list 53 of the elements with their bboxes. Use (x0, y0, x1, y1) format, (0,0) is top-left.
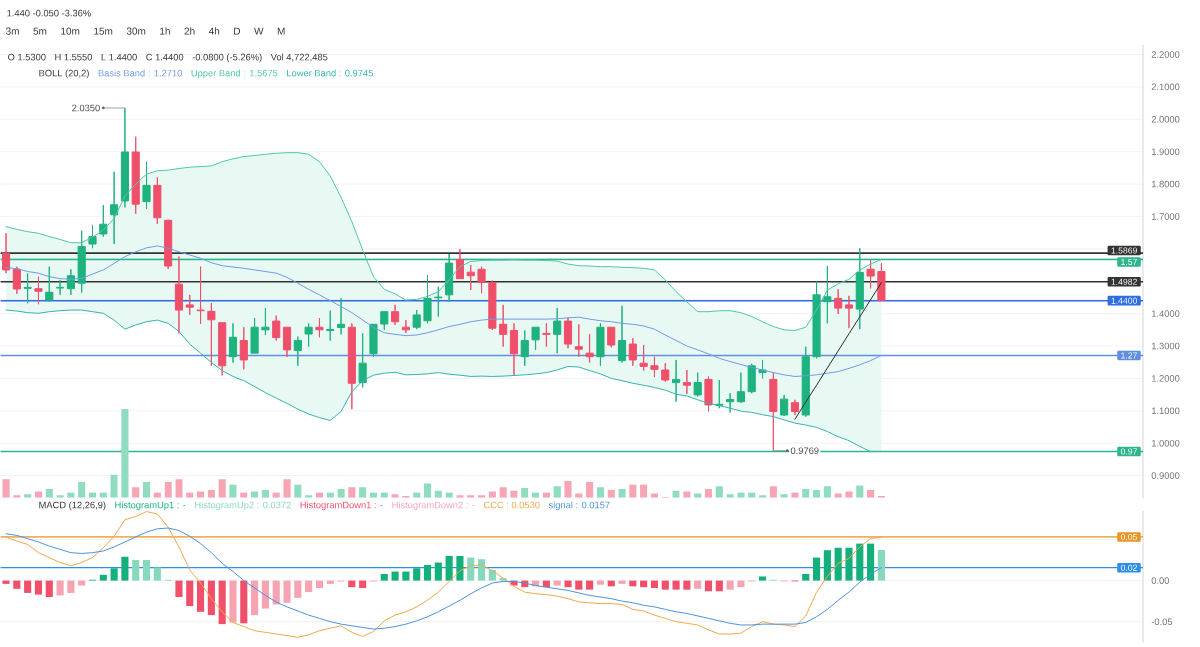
y-tick-label: 1.7000 (1151, 213, 1180, 220)
y-tick-label: 1.9000 (1151, 148, 1180, 156)
y-tick-label: 2.1000 (1151, 83, 1180, 91)
text: 15m (94, 27, 113, 35)
annotation: 0.9769 (790, 447, 819, 455)
text: Basis Band : 1.2710 (98, 69, 182, 77)
text: 3m (5, 27, 19, 35)
text: D (234, 27, 241, 35)
annotation: O 1.5300 (8, 53, 46, 61)
text: 30m (126, 27, 146, 35)
text: 5m (33, 27, 47, 35)
legend-title: BOLL (20,2) (39, 69, 89, 79)
annotation: -0.0800 (-5.26%) (192, 53, 262, 63)
annotation: 1.4400 (1111, 297, 1138, 304)
annotation: L 1.4400 (101, 53, 137, 61)
y-tick-label: 2.2000 (1151, 51, 1180, 58)
text: 4h (208, 27, 220, 35)
annotation: H 1.5550 (55, 53, 93, 61)
text: Upper Band : 1.5675 (191, 69, 278, 79)
y-tick-label: 1.0000 (1151, 439, 1180, 447)
annotation: 0.97 (1120, 448, 1137, 455)
text: HistogramDown2 : - (392, 501, 475, 511)
text: CCC : 0.0530 (483, 501, 540, 509)
text: 1.440 -0.050 -3.36% (7, 9, 91, 17)
text: M (277, 27, 285, 35)
y-tick-label: 2.0000 (1151, 116, 1180, 123)
annotation: Vol 4,722,485 (270, 53, 328, 62)
y-tick-label: 0.9000 (1151, 472, 1180, 479)
text: HistogramDown1 : - (300, 501, 383, 511)
y-tick-label: 1.8000 (1151, 180, 1180, 188)
y-tick-label: 1.3000 (1151, 342, 1180, 350)
y-tick-label: 0.00 (1151, 577, 1170, 584)
y-tick-label: 1.1000 (1151, 407, 1180, 415)
text: signal : 0.0157 (548, 501, 610, 511)
annotation: 1.5869 (1111, 247, 1138, 254)
text: HistogramUp2 : 0.0372 (195, 501, 291, 511)
annotation: 0.02 (1120, 564, 1137, 571)
annotation: 1.4982 (1111, 278, 1137, 285)
annotation: 0.05 (1120, 534, 1138, 541)
y-tick-label: 1.4000 (1151, 310, 1180, 318)
y-tick-label: 1.2000 (1151, 375, 1180, 382)
annotation: 1.27 (1121, 352, 1137, 359)
annotation: C 1.4400 (146, 53, 184, 61)
annotation: 1.57 (1121, 259, 1137, 266)
text: 10m (61, 27, 80, 35)
text: W (254, 27, 264, 35)
legend-title: MACD (12,26,9) (39, 501, 106, 511)
y-tick-label: -0.05 (1151, 618, 1173, 626)
annotation: 2.0350 (72, 104, 100, 112)
text: 2h (184, 27, 195, 35)
text: Lower Band : 0.9745 (287, 69, 373, 77)
text: HistogramUp1 : - (115, 501, 186, 511)
text: 1h (160, 27, 170, 35)
